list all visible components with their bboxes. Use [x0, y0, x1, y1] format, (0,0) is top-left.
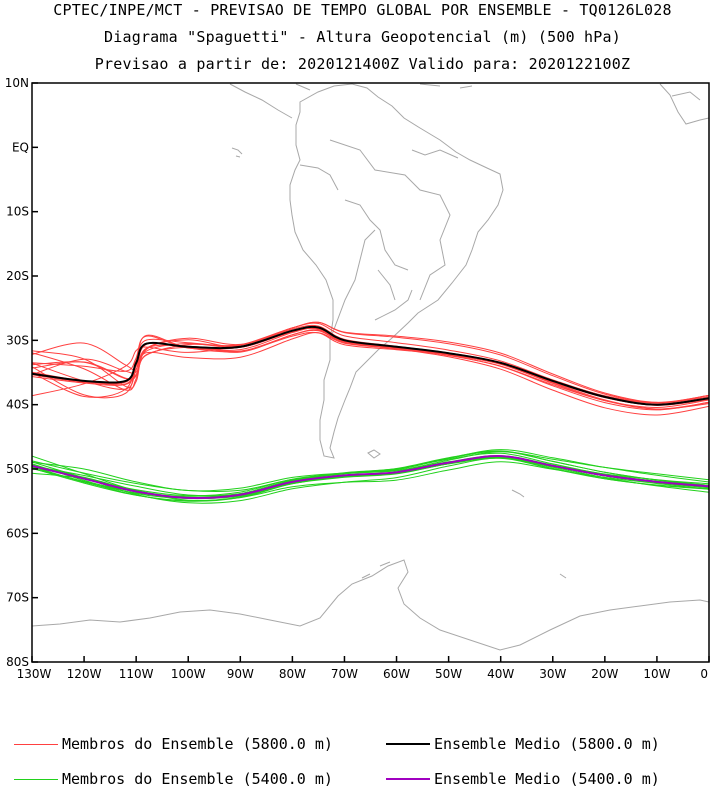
lon-tick-label: 130W — [17, 667, 52, 681]
antarctica-coastline — [32, 559, 709, 651]
legend-label-members-5400: Membros do Ensemble (5400.0 m) — [62, 770, 333, 788]
lon-tick-label: 90W — [227, 667, 254, 681]
lat-tick-label: 30S — [6, 333, 29, 347]
lat-tick-label: 50S — [6, 462, 29, 476]
lat-tick-label: 80S — [6, 655, 29, 669]
title-line-2: Diagrama "Spaguetti" - Altura Geopotenci… — [104, 28, 621, 46]
lon-tick-label: 10W — [643, 667, 670, 681]
caribbean-islands — [419, 83, 701, 101]
galapagos-islands — [231, 147, 243, 158]
lon-tick-label: 100W — [171, 667, 206, 681]
legend-swatch-mean-5400 — [386, 778, 430, 780]
ensemble-member-line — [32, 321, 709, 403]
ensemble-member-line — [32, 332, 709, 416]
legend-label-mean-5800: Ensemble Medio (5800.0 m) — [434, 735, 660, 753]
lat-tick-label: 10S — [6, 205, 29, 219]
lon-tick-label: 60W — [383, 667, 410, 681]
legend-mean-5800: Ensemble Medio (5800.0 m) — [386, 735, 660, 753]
legend-label-members-5800: Membros do Ensemble (5800.0 m) — [62, 735, 333, 753]
title-line-1: CPTEC/INPE/MCT - PREVISAO DE TEMPO GLOBA… — [53, 1, 672, 19]
lat-tick-label: 40S — [6, 398, 29, 412]
ensemble-member-line — [32, 455, 709, 497]
lon-tick-label: 70W — [331, 667, 358, 681]
africa-coastline — [659, 83, 709, 125]
lon-tick-label: 40W — [487, 667, 514, 681]
lon-tick-label: 120W — [67, 667, 102, 681]
lon-tick-label: 0 — [700, 667, 708, 681]
legend-swatch-members-5400 — [14, 778, 58, 780]
lat-tick-label: EQ — [12, 140, 29, 154]
ensemble-mean-5800 — [32, 325, 709, 406]
legend-swatch-members-5800 — [14, 743, 58, 745]
south-america-coastline — [289, 83, 504, 459]
legend-members-5800: Membros do Ensemble (5800.0 m) — [14, 735, 333, 753]
lon-tick-label: 30W — [539, 667, 566, 681]
lon-tick-label: 80W — [279, 667, 306, 681]
ensemble-member-line — [32, 457, 709, 504]
ensemble-member-line — [32, 329, 709, 411]
legend-swatch-mean-5800 — [386, 743, 430, 745]
lat-tick-label: 70S — [6, 591, 29, 605]
south-georgia — [511, 489, 525, 498]
legend-label-mean-5400: Ensemble Medio (5400.0 m) — [434, 770, 660, 788]
ensemble-mean-5400 — [32, 455, 709, 500]
country-borders — [299, 139, 459, 341]
lon-tick-label: 50W — [435, 667, 462, 681]
ensemble-member-line — [32, 457, 709, 502]
lat-tick-label: 20S — [6, 269, 29, 283]
legend-mean-5400: Ensemble Medio (5400.0 m) — [386, 770, 660, 788]
lon-tick-label: 20W — [591, 667, 618, 681]
lat-tick-label: 10N — [5, 76, 29, 90]
plot-frame — [31, 82, 710, 663]
title-line-3: Previsao a partir de: 2020121400Z Valido… — [94, 55, 631, 73]
legend-members-5400: Membros do Ensemble (5400.0 m) — [14, 770, 333, 788]
lon-tick-label: 110W — [119, 667, 154, 681]
coastlines — [32, 83, 709, 651]
falkland-islands — [367, 449, 381, 459]
lat-tick-label: 60S — [6, 526, 29, 540]
central-america-coastline — [229, 83, 311, 119]
